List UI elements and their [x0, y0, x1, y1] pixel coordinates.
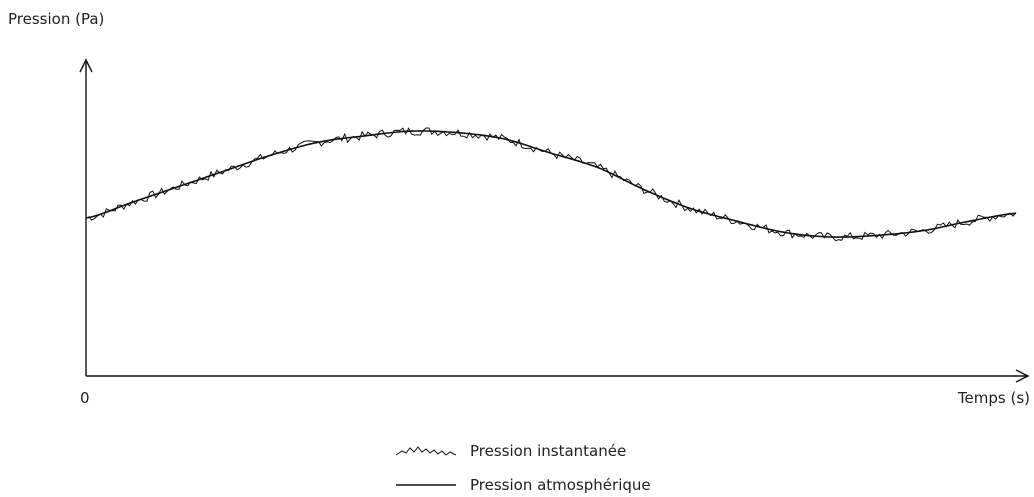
legend: Pression instantanée Pression atmosphéri…: [395, 442, 651, 494]
legend-swatch-noisy: [395, 446, 457, 456]
x-axis-label: Temps (s): [957, 389, 1030, 407]
legend-label-pression-atmospherique: Pression atmosphérique: [470, 476, 651, 494]
legend-label-pression-instantanee: Pression instantanée: [470, 442, 626, 460]
series-line-pression-instantanee: [85, 127, 1017, 242]
x-axis: [86, 369, 1030, 383]
series-line-pression-atmospherique: [85, 130, 1017, 238]
origin-label: 0: [80, 389, 90, 407]
y-axis-label: Pression (Pa): [8, 10, 104, 28]
